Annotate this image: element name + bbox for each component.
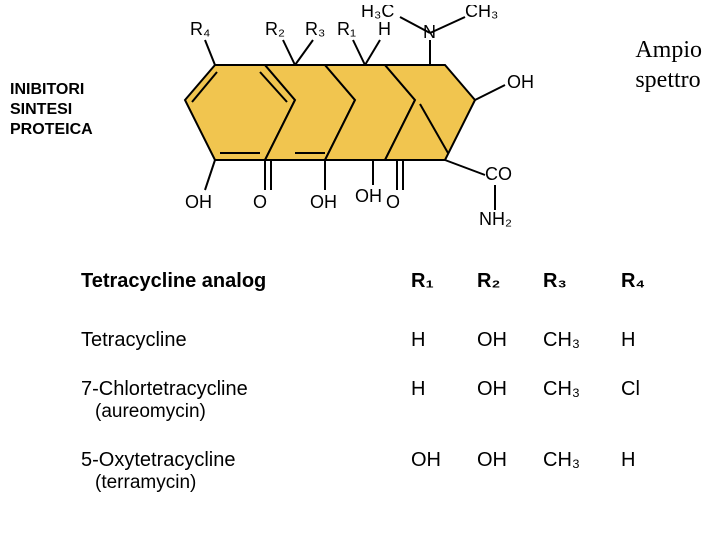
row-name: 7-Chlortetracycline bbox=[81, 378, 248, 400]
label-oh-mid2: OH bbox=[355, 186, 382, 206]
label-o-right: O bbox=[386, 192, 400, 212]
cell-r2: OH bbox=[471, 319, 537, 368]
right-caption: Ampiospettro bbox=[635, 35, 702, 95]
cell-name: 5-Oxytetracycline (terramycin) bbox=[75, 439, 405, 510]
bond-r4 bbox=[205, 40, 215, 65]
table-row: Tetracycline H OH CH₃ H bbox=[75, 319, 675, 368]
label-co: CO bbox=[485, 164, 512, 184]
th-title: Tetracycline analog bbox=[75, 260, 405, 319]
cell-name: Tetracycline bbox=[75, 319, 405, 368]
cell-r4: H bbox=[615, 319, 675, 368]
label-n-top: N bbox=[423, 22, 436, 42]
label-oh-bl: OH bbox=[185, 192, 212, 212]
left-caption: INIBITORISINTESIPROTEICA bbox=[10, 80, 93, 140]
cell-r2: OH bbox=[471, 439, 537, 510]
row-name: 5-Oxytetracycline bbox=[81, 449, 236, 471]
label-h-top: H bbox=[378, 19, 391, 39]
cell-r4: H bbox=[615, 439, 675, 510]
bond-r2 bbox=[283, 40, 295, 65]
label-r4: R₄ bbox=[190, 19, 210, 39]
row-subname: (terramycin) bbox=[81, 472, 399, 494]
label-r3: R₃ bbox=[305, 19, 325, 39]
row-subname: (aureomycin) bbox=[81, 401, 399, 423]
cell-r3: CH₃ bbox=[537, 368, 615, 439]
cell-r1: H bbox=[405, 368, 471, 439]
bond-h-top bbox=[365, 40, 380, 65]
bond-r3 bbox=[295, 40, 313, 65]
cell-r1: OH bbox=[405, 439, 471, 510]
cell-r3: CH₃ bbox=[537, 439, 615, 510]
th-r4: R₄ bbox=[615, 260, 675, 319]
label-o-left: O bbox=[253, 192, 267, 212]
cell-r2: OH bbox=[471, 368, 537, 439]
cell-r1: H bbox=[405, 319, 471, 368]
analog-table-element: Tetracycline analog R₁ R₂ R₃ R₄ Tetracyc… bbox=[75, 260, 675, 510]
label-r1: R₁ bbox=[337, 19, 356, 39]
label-nh2: NH₂ bbox=[479, 209, 512, 229]
table-row: 5-Oxytetracycline (terramycin) OH OH CH₃… bbox=[75, 439, 675, 510]
page-root: INIBITORISINTESIPROTEICA Ampiospettro bbox=[0, 0, 720, 540]
th-r3: R₃ bbox=[537, 260, 615, 319]
label-oh-right: OH bbox=[507, 72, 534, 92]
th-r1: R₁ bbox=[405, 260, 471, 319]
right-caption-text: Ampiospettro bbox=[635, 37, 702, 93]
cell-r4: Cl bbox=[615, 368, 675, 439]
th-r2: R₂ bbox=[471, 260, 537, 319]
bond-oh-right bbox=[475, 85, 505, 100]
label-ch3: CH₃ bbox=[465, 5, 498, 21]
row-name: Tetracycline bbox=[81, 329, 187, 351]
label-h3c: H₃C bbox=[361, 5, 394, 21]
label-r2: R₂ bbox=[265, 19, 285, 39]
structure-svg: R₄ R₂ R₃ R₁ H H₃C CH₃ N OH CO NH₂ OH O O… bbox=[165, 5, 585, 230]
bond-co bbox=[445, 160, 485, 175]
bond-r1 bbox=[353, 40, 365, 65]
bond-oh-bl bbox=[205, 160, 215, 190]
label-oh-mid: OH bbox=[310, 192, 337, 212]
cell-name: 7-Chlortetracycline (aureomycin) bbox=[75, 368, 405, 439]
table-row: 7-Chlortetracycline (aureomycin) H OH CH… bbox=[75, 368, 675, 439]
analog-table: Tetracycline analog R₁ R₂ R₃ R₄ Tetracyc… bbox=[75, 260, 675, 510]
ring-group bbox=[185, 65, 475, 160]
chemical-structure: R₄ R₂ R₃ R₁ H H₃C CH₃ N OH CO NH₂ OH O O… bbox=[165, 5, 585, 230]
cell-r3: CH₃ bbox=[537, 319, 615, 368]
table-header-row: Tetracycline analog R₁ R₂ R₃ R₄ bbox=[75, 260, 675, 319]
left-caption-text: INIBITORISINTESIPROTEICA bbox=[10, 81, 93, 138]
